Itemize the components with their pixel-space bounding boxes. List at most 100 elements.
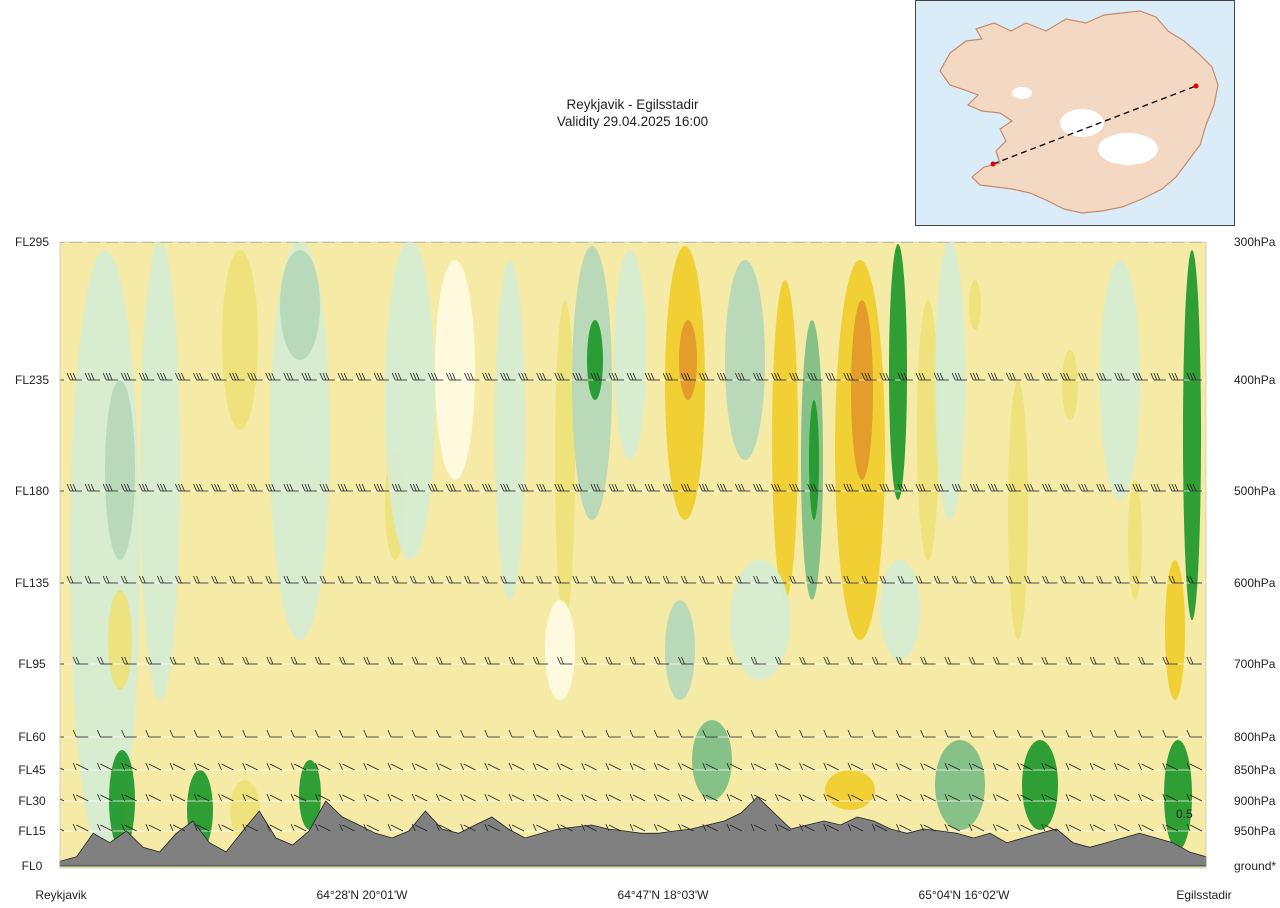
wind-barb [644, 575, 661, 584]
wind-barb [436, 729, 452, 738]
wind-barb [145, 729, 161, 738]
wind-barb [581, 793, 597, 802]
wind-barb [990, 242, 1004, 243]
wind-barb [605, 762, 622, 771]
wind-barb [436, 656, 452, 665]
wind-barb [605, 793, 622, 802]
wind-barb [678, 793, 694, 802]
wind-barb [944, 793, 961, 802]
field-region [108, 590, 132, 690]
wind-barb [84, 483, 101, 492]
wind-barb [1017, 656, 1033, 665]
wind-barb [157, 575, 173, 584]
wind-barb [915, 372, 932, 381]
wind-barb [411, 793, 428, 802]
wind-barb [954, 242, 968, 243]
wind-barb [193, 483, 209, 492]
wind-barb [1150, 483, 1166, 492]
wind-barb [680, 575, 697, 584]
wind-barb [864, 242, 877, 243]
wind-barb [644, 483, 661, 492]
wind-barb [193, 793, 210, 802]
wind-barb [920, 729, 936, 738]
wind-barb [629, 823, 646, 832]
wind-barb [920, 762, 936, 771]
wind-barb [702, 793, 718, 802]
wind-barb [391, 483, 408, 492]
wind-barb [1081, 242, 1094, 243]
wind-barb [169, 656, 186, 665]
terrain-profile [59, 796, 1207, 867]
wind-barb [1186, 483, 1202, 492]
wind-barb [557, 823, 573, 832]
field-region [1008, 380, 1028, 640]
wind-barb [1138, 823, 1154, 832]
wind-barb [301, 575, 317, 584]
wind-barb [314, 729, 331, 738]
wind-barb [572, 372, 588, 381]
wind-barb [1041, 823, 1057, 832]
wind-barb [460, 762, 476, 771]
wind-barb [1060, 575, 1076, 584]
wind-barb [169, 823, 186, 832]
wind-barb [387, 729, 403, 738]
flight-level-label: FL15 [18, 824, 46, 838]
wind-barb [121, 762, 137, 771]
wind-barb [871, 823, 888, 832]
wind-barb [611, 242, 624, 243]
wind-barb [871, 793, 888, 802]
wind-barb [242, 762, 258, 771]
wind-barb [1168, 483, 1184, 492]
wind-barb [847, 762, 864, 771]
wind-barb [605, 823, 622, 832]
wind-barb [97, 656, 113, 665]
wind-barb [871, 762, 888, 771]
field-region [1183, 250, 1201, 620]
wind-barb [823, 793, 839, 802]
wind-barb [448, 242, 462, 243]
wind-barb [799, 793, 815, 802]
wind-barb [882, 242, 895, 243]
wind-barb [896, 729, 912, 738]
wind-barb [605, 656, 621, 665]
wind-barb [358, 242, 372, 243]
wind-barb [847, 823, 864, 832]
wind-barb [799, 656, 815, 665]
wind-barb [121, 823, 137, 832]
wind-barb [807, 483, 823, 492]
wind-barb [968, 793, 985, 802]
wind-barb [557, 242, 570, 243]
wind-barb [871, 656, 888, 665]
wind-barb [268, 242, 281, 243]
wind-barb [283, 575, 299, 584]
wind-barb [951, 372, 968, 381]
wind-barb [771, 575, 787, 584]
wind-barb [1132, 372, 1148, 381]
wind-barb [301, 483, 317, 492]
wind-barb [716, 483, 733, 492]
wind-barb [141, 242, 155, 243]
wind-barb [678, 729, 694, 738]
wind-barb [897, 372, 913, 381]
flight-level-label: FL295 [15, 235, 49, 249]
wind-barb [427, 483, 444, 492]
left-axis-flight-levels: FL295 FL235 FL180 FL135 FL95 FL60 FL45 FL30 FL15… [15, 235, 49, 873]
field-region [299, 760, 321, 830]
wind-barb [411, 762, 428, 771]
wind-barb [678, 823, 694, 832]
wind-barb [229, 372, 245, 381]
wind-barb [1065, 656, 1081, 665]
wind-barb [193, 656, 210, 665]
wind-barb [97, 729, 113, 738]
wind-barb [629, 793, 646, 802]
wind-barb [1017, 729, 1033, 738]
field-region [809, 400, 819, 520]
wind-barb [1186, 575, 1202, 584]
field-region [1165, 560, 1185, 700]
wind-barb [229, 575, 245, 584]
wind-barb [653, 729, 670, 738]
wind-barb [1063, 242, 1076, 243]
wind-barb [753, 483, 769, 492]
wind-barb [66, 483, 83, 492]
